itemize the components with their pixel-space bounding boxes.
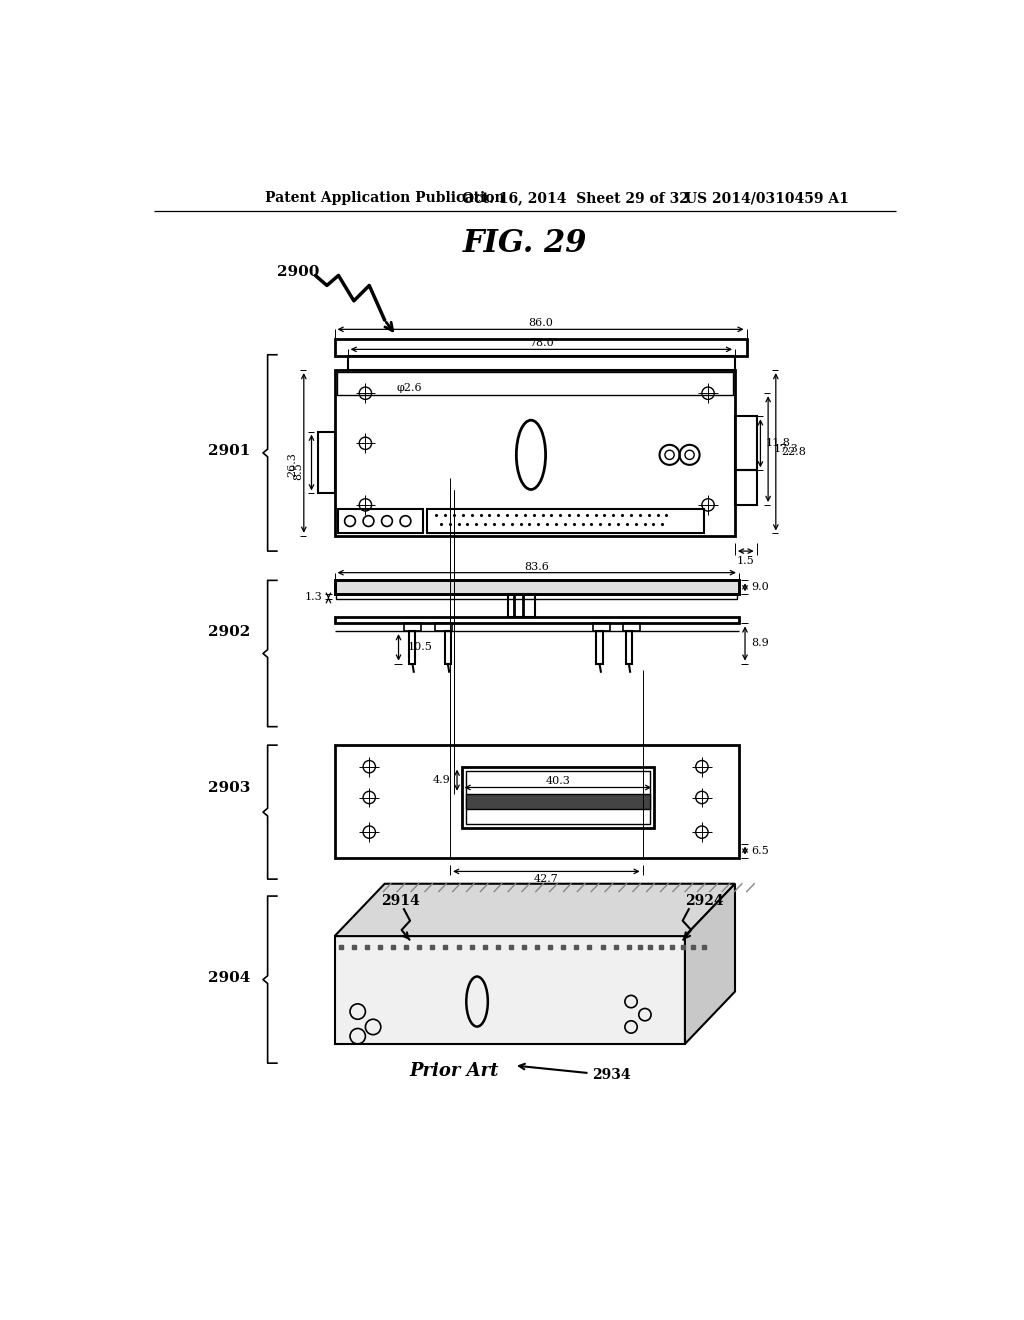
Text: 2914: 2914 <box>381 895 420 908</box>
Bar <box>735 470 757 504</box>
Bar <box>462 767 654 829</box>
Bar <box>593 623 609 631</box>
Text: 2902: 2902 <box>208 624 250 639</box>
Text: Prior Art: Prior Art <box>410 1061 499 1080</box>
Bar <box>339 508 423 533</box>
Text: 11.8: 11.8 <box>766 438 791 449</box>
Bar <box>348 356 735 370</box>
Text: 1.3: 1.3 <box>304 591 323 602</box>
Polygon shape <box>685 884 735 1044</box>
Text: FIG. 29: FIG. 29 <box>463 227 587 259</box>
Text: 2903: 2903 <box>208 781 250 795</box>
Text: 10.5: 10.5 <box>408 643 432 652</box>
Bar <box>335 339 746 356</box>
Polygon shape <box>335 884 735 936</box>
Bar <box>466 793 650 809</box>
Bar <box>596 631 602 664</box>
Bar <box>403 623 421 631</box>
Bar <box>410 631 416 664</box>
Bar <box>335 370 735 536</box>
Bar <box>626 631 632 664</box>
Bar <box>427 508 705 533</box>
Bar <box>735 416 757 470</box>
Text: 2934: 2934 <box>593 1068 631 1081</box>
Text: 42.7: 42.7 <box>534 874 559 884</box>
Bar <box>435 623 452 631</box>
Text: US 2014/0310459 A1: US 2014/0310459 A1 <box>685 191 849 206</box>
Text: 83.6: 83.6 <box>524 561 549 572</box>
Text: 22.8: 22.8 <box>781 446 806 457</box>
Polygon shape <box>335 936 685 1044</box>
Bar <box>337 372 733 395</box>
Text: 8.9: 8.9 <box>752 639 769 648</box>
Text: 2904: 2904 <box>208 972 250 986</box>
Text: 40.3: 40.3 <box>546 776 570 785</box>
Text: 86.0: 86.0 <box>528 318 553 329</box>
Bar <box>317 432 335 494</box>
Text: Patent Application Publication: Patent Application Publication <box>265 191 505 206</box>
Text: Oct. 16, 2014  Sheet 29 of 32: Oct. 16, 2014 Sheet 29 of 32 <box>462 191 688 206</box>
Text: 8.5: 8.5 <box>294 462 303 480</box>
Bar <box>336 594 737 599</box>
Text: 9.0: 9.0 <box>752 582 769 593</box>
Bar <box>508 594 535 618</box>
Text: 4.9: 4.9 <box>433 775 451 785</box>
Text: 2901: 2901 <box>208 444 250 458</box>
Bar <box>335 581 739 594</box>
Text: 17.3: 17.3 <box>773 444 799 454</box>
Text: 2924: 2924 <box>685 895 724 908</box>
Bar <box>466 793 650 809</box>
Bar <box>335 744 739 858</box>
Text: 26.3: 26.3 <box>288 453 297 478</box>
Bar <box>444 631 451 664</box>
Bar <box>335 618 739 623</box>
Bar <box>466 771 650 825</box>
Text: φ2.6: φ2.6 <box>396 383 422 393</box>
Bar <box>335 581 739 594</box>
Text: 78.0: 78.0 <box>529 338 554 348</box>
Text: 2900: 2900 <box>276 265 319 280</box>
Bar <box>624 623 640 631</box>
Text: 6.5: 6.5 <box>752 846 769 855</box>
Text: 1.5: 1.5 <box>737 556 755 566</box>
